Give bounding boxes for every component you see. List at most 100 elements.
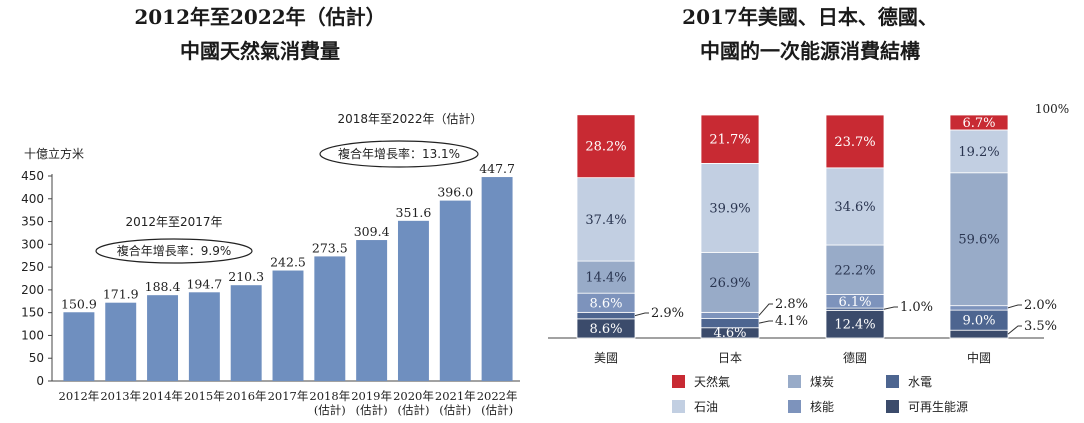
bar xyxy=(188,292,220,381)
stacked-bar-segment xyxy=(949,172,1009,307)
x-tick-label: 2022年 xyxy=(477,389,518,403)
y-tick-label: 150 xyxy=(21,306,44,320)
y-tick-label: 350 xyxy=(21,215,44,229)
legend-label: 煤炭 xyxy=(810,375,834,389)
legend-swatch xyxy=(886,400,899,413)
legend-swatch xyxy=(672,400,685,413)
x-tick-label: 2015年 xyxy=(184,389,225,403)
y-tick-label: 200 xyxy=(21,283,44,297)
leader-line xyxy=(1007,325,1022,335)
stacked-bar-segment xyxy=(949,114,1009,131)
leader-line xyxy=(1007,304,1022,309)
y-axis-title: 十億立方米 xyxy=(24,146,84,161)
legend-label: 水電 xyxy=(908,375,932,389)
legend-swatch xyxy=(672,375,685,388)
annotation-ellipse xyxy=(319,140,479,168)
segment-label: 8.6% xyxy=(589,322,622,337)
right-chart-title-line1: 2017年美國、日本、德國、 xyxy=(682,5,938,29)
legend-swatch xyxy=(788,400,801,413)
stacked-bar-segment xyxy=(825,167,885,246)
x-tick-label: 2014年 xyxy=(142,389,183,403)
y-tick-label: 400 xyxy=(21,192,44,206)
x-category-label: 日本 xyxy=(718,351,742,365)
x-tick-label: (估計) xyxy=(481,403,513,417)
bar xyxy=(105,302,137,381)
right-chart-title-line2: 中國的一次能源消費結構 xyxy=(700,39,920,63)
stacked-bar-segment xyxy=(700,311,760,319)
leader-line xyxy=(634,312,649,317)
x-tick-label: 2013年 xyxy=(100,389,141,403)
x-category-label: 中國 xyxy=(967,350,991,365)
segment-label: 8.6% xyxy=(589,296,622,311)
left-chart-title: 2012年至2022年（估計） 中國天然氣消費量 xyxy=(40,0,480,68)
stacked-bar-segment xyxy=(700,162,760,253)
segment-label: 6.1% xyxy=(838,295,871,310)
x-tick-label: (估計) xyxy=(356,403,388,417)
bar xyxy=(439,200,471,381)
segment-label: 12.4% xyxy=(834,318,875,333)
segment-label: 9.0% xyxy=(962,314,995,329)
stacked-bar-segment xyxy=(949,305,1009,311)
legend-label: 石油 xyxy=(694,400,718,414)
bar xyxy=(397,220,429,381)
bar xyxy=(272,270,304,381)
x-tick-label: 2012年 xyxy=(59,389,100,403)
bar-value-label: 309.4 xyxy=(354,224,390,239)
bar-value-label: 210.3 xyxy=(228,269,264,284)
x-tick-label: 2016年 xyxy=(226,389,267,403)
bar-value-label: 273.5 xyxy=(312,240,348,255)
annotation-period-label: 2012年至2017年 xyxy=(125,215,222,229)
segment-label-external: 2.9% xyxy=(651,306,684,321)
x-tick-label: (估計) xyxy=(314,403,346,417)
x-category-label: 德國 xyxy=(843,350,867,365)
bar-value-label: 242.5 xyxy=(270,255,306,270)
stacked-bar-segment xyxy=(949,329,1009,339)
x-tick-label: 2021年 xyxy=(435,389,476,403)
annotation-period-label: 2018年至2022年（估計） xyxy=(337,111,482,126)
stacked-bar-segment xyxy=(576,114,636,179)
x-tick-label: (估計) xyxy=(397,403,429,417)
segment-label: 19.2% xyxy=(958,145,999,160)
x-tick-label: 2018年 xyxy=(309,389,350,403)
stacked-bar-segment xyxy=(700,251,760,313)
segment-label: 39.9% xyxy=(709,201,750,216)
annotation-ellipse xyxy=(95,238,253,264)
bar-value-label: 396.0 xyxy=(437,185,473,200)
left-chart-title-line2: 中國天然氣消費量 xyxy=(180,39,340,63)
bar xyxy=(356,240,388,381)
x-tick-label: (估計) xyxy=(439,403,471,417)
segment-label-external: 2.8% xyxy=(775,297,808,312)
left-chart-title-line1: 2012年至2022年（估計） xyxy=(134,5,386,29)
stacked-bar-segment xyxy=(576,311,636,320)
annotation-cagr-label: 複合年增長率：9.9% xyxy=(117,243,232,258)
leader-line xyxy=(883,306,898,310)
legend-swatch xyxy=(886,375,899,388)
segment-label: 37.4% xyxy=(585,213,626,228)
x-tick-label: 2019年 xyxy=(351,389,392,403)
y-tick-label: 100 xyxy=(21,328,44,342)
bar-value-label: 447.7 xyxy=(479,161,515,176)
y-tick-label: 250 xyxy=(21,260,44,274)
x-category-label: 美國 xyxy=(594,351,618,365)
bar-value-label: 150.9 xyxy=(61,296,97,311)
bar-value-label: 194.7 xyxy=(186,276,222,291)
segment-label-external: 2.0% xyxy=(1024,298,1057,313)
segment-label: 26.9% xyxy=(709,276,750,291)
y-tick-label: 450 xyxy=(21,169,44,183)
segment-label-external: 3.5% xyxy=(1024,319,1057,334)
leader-line xyxy=(758,320,773,324)
stacked-bar-segment xyxy=(825,114,885,169)
segment-label: 23.7% xyxy=(834,135,875,150)
segment-label: 4.6% xyxy=(713,326,746,341)
segment-label: 21.7% xyxy=(709,133,750,148)
segment-label: 28.2% xyxy=(585,140,626,155)
stacked-bar-segment xyxy=(576,260,636,294)
bar-value-label: 351.6 xyxy=(396,205,432,220)
x-tick-label: 2020年 xyxy=(393,389,434,403)
top-percent-label: 100% xyxy=(1035,102,1069,116)
segment-label: 34.6% xyxy=(834,200,875,215)
stacked-bar-segment xyxy=(700,114,760,164)
bar xyxy=(230,285,262,381)
segment-label-external: 4.1% xyxy=(775,314,808,329)
